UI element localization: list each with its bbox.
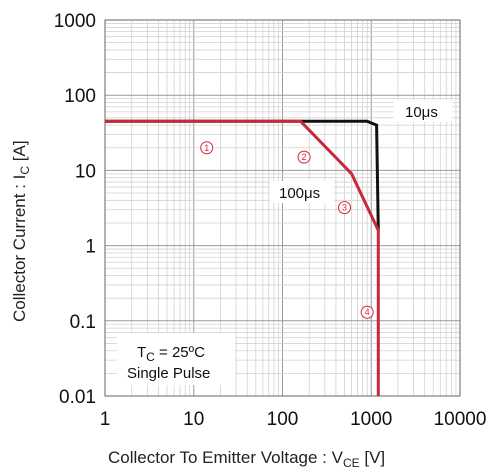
x-tick-label: 10 (183, 409, 204, 430)
region-marker-circle (200, 141, 214, 155)
y-axis-title-main: Collector Current : I (10, 175, 29, 322)
region-marker-4: 4 (360, 305, 374, 319)
region-marker-2: 2 (297, 150, 311, 164)
region-marker-circle (360, 305, 374, 319)
label-100us-background (270, 181, 334, 203)
label-10us-background (394, 100, 452, 122)
region-marker-circle (338, 201, 352, 215)
grid (105, 20, 460, 396)
x-tick-label: 100 (267, 409, 299, 430)
region-marker-3: 3 (338, 201, 352, 215)
x-axis-title-sub: CE (343, 456, 360, 470)
x-axis-title-main: Collector To Emitter Voltage : V (108, 448, 344, 467)
x-axis-title-unit: [V] (360, 448, 386, 467)
x-axis-title: Collector To Emitter Voltage : VCE [V] (108, 448, 385, 470)
conditions-background (117, 333, 235, 385)
series-label-100us: 100μs (279, 185, 320, 202)
y-axis-title: Collector Current : IC [A] (10, 140, 32, 322)
series-line-100us (105, 119, 380, 396)
region-marker-label: 4 (365, 307, 370, 317)
y-tick-label: 1 (85, 237, 96, 258)
region-marker-label: 2 (302, 152, 307, 162)
plot-frame (104, 19, 461, 397)
region-marker-1: 1 (200, 141, 214, 155)
y-tick-label: 0.1 (70, 312, 96, 333)
x-tick-label: 1000 (350, 409, 392, 430)
region-marker-label: 3 (342, 203, 347, 213)
y-tick-label: 10 (75, 161, 96, 182)
y-axis-tick-labels: 1000 100 10 1 0.1 0.01 (54, 11, 96, 408)
series-lines (105, 119, 380, 396)
region-marker-circle (297, 150, 311, 164)
conditions-tc-value: = 25ºC (155, 344, 205, 361)
series-label-10us: 10μs (405, 104, 438, 121)
conditions-tc-sub: C (146, 350, 155, 364)
conditions-line-1: TC = 25ºC (137, 344, 205, 364)
conditions-line-2: Single Pulse (127, 365, 210, 382)
x-tick-label: 10000 (434, 409, 487, 430)
y-tick-label: 1000 (54, 11, 96, 32)
x-axis-tick-labels: 1 10 100 1000 10000 (100, 409, 487, 430)
region-markers: 1 2 3 4 (200, 141, 374, 319)
y-tick-label: 0.01 (59, 387, 96, 408)
y-tick-label: 100 (64, 86, 96, 107)
region-marker-label: 1 (204, 143, 209, 153)
y-axis-title-sub: C (18, 166, 32, 175)
y-axis-title-unit: [A] (10, 140, 29, 166)
x-tick-label: 1 (100, 409, 111, 430)
conditions-tc-main: T (137, 344, 146, 361)
